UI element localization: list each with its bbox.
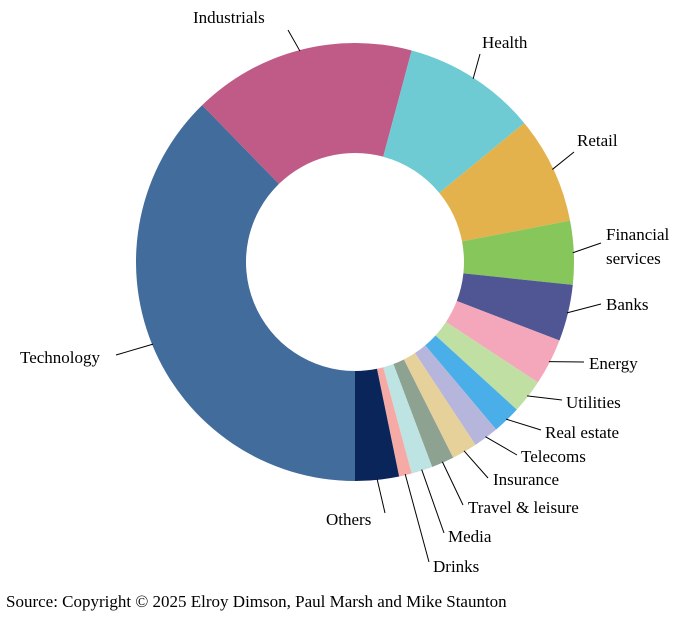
slice-real-estate xyxy=(425,335,517,430)
leader-line-travel-and-leisure xyxy=(441,461,464,506)
slice-labels: Technology Industrials Health Retail Financi… xyxy=(20,8,670,576)
label-technology: Technology xyxy=(20,348,101,367)
leader-line-banks xyxy=(566,303,602,314)
leader-line-media xyxy=(421,469,445,534)
slice-energy xyxy=(446,301,560,383)
donut-slices xyxy=(136,42,574,481)
leader-line-retail xyxy=(552,151,575,170)
label-utilities: Utilities xyxy=(566,393,621,412)
slice-retail xyxy=(439,123,571,242)
label-industrials: Industrials xyxy=(193,8,265,27)
slice-health xyxy=(383,50,525,193)
donut-chart-svg: Technology Industrials Health Retail Financi… xyxy=(20,8,670,576)
leader-line-others xyxy=(376,478,386,514)
label-telecoms: Telecoms xyxy=(521,447,586,466)
leader-line-industrials xyxy=(287,29,301,52)
leader-line-real-estate xyxy=(505,418,542,431)
slice-drinks xyxy=(376,367,412,477)
label-real-estate: Real estate xyxy=(545,423,619,442)
label-energy: Energy xyxy=(589,354,638,373)
slice-insurance xyxy=(403,353,476,458)
slice-media xyxy=(383,364,433,474)
leader-line-insurance xyxy=(463,450,489,479)
label-insurance: Insurance xyxy=(493,470,559,489)
leader-line-financial-services xyxy=(572,242,602,254)
slice-financial-services xyxy=(462,220,574,285)
leader-line-drinks xyxy=(404,474,430,563)
slice-telecoms xyxy=(414,345,497,445)
label-travel-and-leisure: Travel & leisure xyxy=(468,498,579,517)
slice-others xyxy=(355,368,400,481)
slice-utilities xyxy=(435,321,538,410)
slice-technology xyxy=(136,105,355,481)
label-media: Media xyxy=(448,527,492,546)
leader-line-utilities xyxy=(527,395,563,401)
slice-banks xyxy=(456,273,573,341)
label-retail: Retail xyxy=(577,131,618,150)
leader-line-health xyxy=(472,53,481,79)
leader-line-telecoms xyxy=(485,436,518,456)
label-financial-services: Financial services xyxy=(606,225,670,268)
label-leader-lines xyxy=(115,29,602,563)
label-others: Others xyxy=(326,510,371,529)
label-drinks: Drinks xyxy=(433,557,479,576)
label-banks: Banks xyxy=(606,295,649,314)
leader-line-technology xyxy=(115,343,154,356)
slice-industrials xyxy=(202,42,412,184)
slice-travel-and-leisure xyxy=(393,359,454,467)
source-note: Source: Copyright © 2025 Elroy Dimson, P… xyxy=(6,592,507,611)
label-health: Health xyxy=(482,33,528,52)
